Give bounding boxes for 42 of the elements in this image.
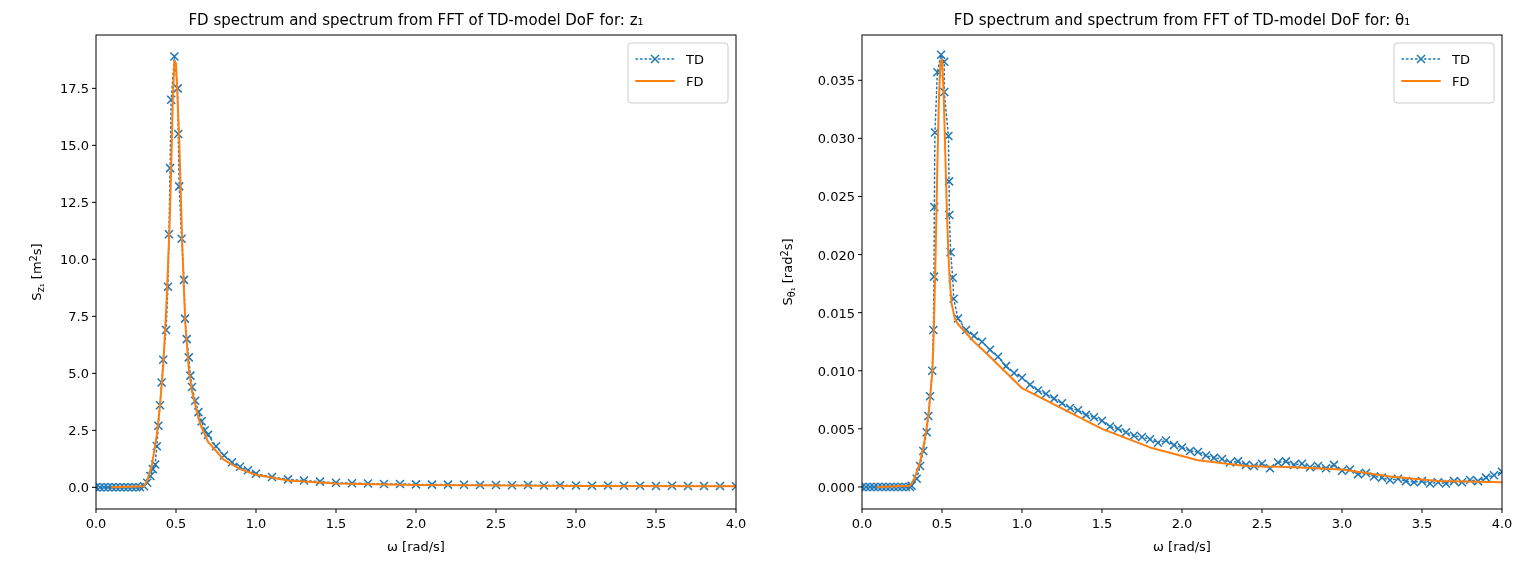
y-tick-label: 12.5 xyxy=(60,195,89,211)
chart-title: FD spectrum and spectrum from FFT of TD-model DoF for: θ₁ xyxy=(953,11,1411,29)
x-tick-label: 0.0 xyxy=(851,516,873,531)
x-tick-label: 2.0 xyxy=(405,516,427,531)
x-tick-label: 0.0 xyxy=(85,516,107,531)
x-tick-label: 3.0 xyxy=(565,516,587,531)
y-tick-label: 0.020 xyxy=(817,247,855,263)
x-tick-label: 1.5 xyxy=(325,516,347,531)
x-tick-label: 2.5 xyxy=(1251,516,1273,531)
x-tick-label: 3.5 xyxy=(645,516,667,531)
legend-label: TD xyxy=(685,52,704,67)
x-tick-label: 0.5 xyxy=(165,516,187,531)
y-tick-label: 17.5 xyxy=(60,81,89,97)
x-tick-label: 4.0 xyxy=(1491,516,1513,531)
x-tick-label: 2.5 xyxy=(485,516,507,531)
x-axis-title: ω [rad/s] xyxy=(1153,539,1211,554)
chart-title: FD spectrum and spectrum from FFT of TD-model DoF for: z₁ xyxy=(188,11,644,29)
y-tick-label: 0.005 xyxy=(817,421,855,437)
y-tick-label: 0.030 xyxy=(817,131,855,147)
y-tick-label: 0.015 xyxy=(817,305,855,321)
y-tick-label: 7.5 xyxy=(68,309,89,325)
y-tick-label: 0.010 xyxy=(817,363,855,379)
y-tick-label: 15.0 xyxy=(60,138,89,154)
legend-label: FD xyxy=(1452,74,1470,89)
x-tick-label: 1.0 xyxy=(245,516,267,531)
x-tick-label: 1.5 xyxy=(1091,516,1113,531)
y-tick-label: 0.0 xyxy=(68,480,89,496)
x-tick-label: 2.0 xyxy=(1171,516,1193,531)
legend-label: TD xyxy=(1451,52,1470,67)
y-tick-label: 0.025 xyxy=(817,189,855,205)
y-tick-label: 0.035 xyxy=(817,73,855,89)
x-tick-label: 1.0 xyxy=(1011,516,1033,531)
y-tick-label: 5.0 xyxy=(68,366,89,382)
y-tick-label: 2.5 xyxy=(68,423,89,439)
y-tick-label: 0.000 xyxy=(817,479,855,495)
legend-label: FD xyxy=(686,74,704,89)
x-tick-label: 4.0 xyxy=(725,516,747,531)
y-tick-label: 10.0 xyxy=(60,252,89,268)
x-axis-title: ω [rad/s] xyxy=(387,539,445,554)
x-tick-label: 0.5 xyxy=(931,516,953,531)
x-tick-label: 3.0 xyxy=(1331,516,1353,531)
x-tick-label: 3.5 xyxy=(1411,516,1433,531)
